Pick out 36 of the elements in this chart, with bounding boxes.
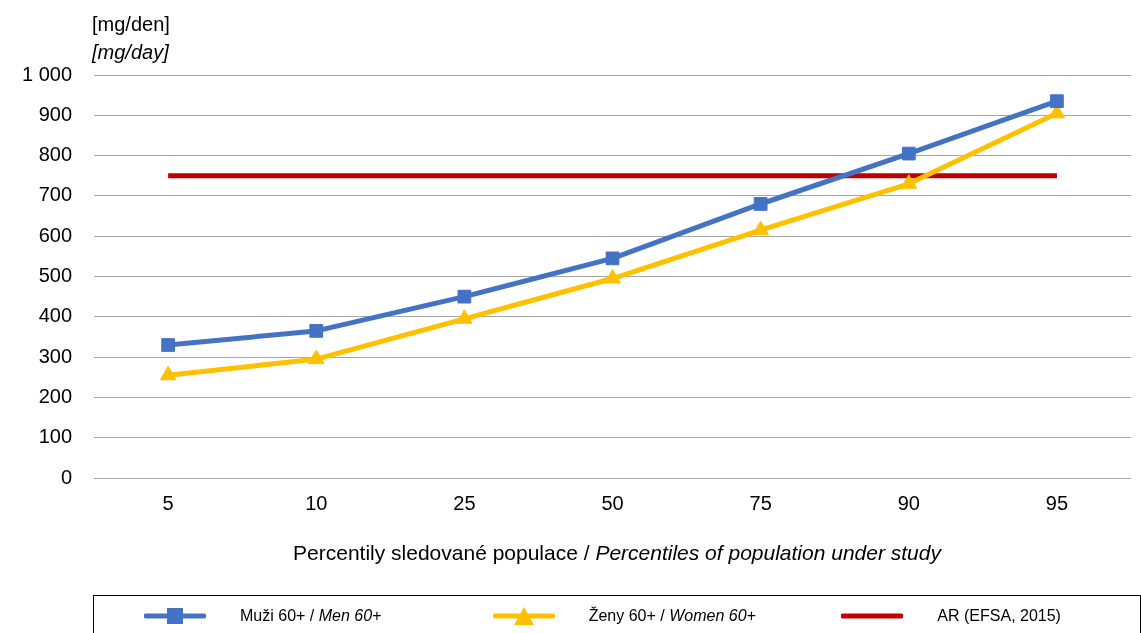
point bbox=[307, 349, 325, 365]
y-tick-label: 900 bbox=[38, 102, 73, 125]
point bbox=[604, 269, 621, 284]
y-tick-label: 500 bbox=[38, 264, 73, 287]
x-tick-label: 90 bbox=[897, 491, 920, 514]
point bbox=[605, 251, 620, 266]
x-tick-label: 95 bbox=[1045, 491, 1069, 514]
y-tick-label: 100 bbox=[38, 425, 73, 448]
point bbox=[753, 197, 768, 211]
y-tick-label: 300 bbox=[38, 344, 73, 367]
legend-label: Ženy 60+ / Women 60+ bbox=[588, 607, 756, 625]
point bbox=[159, 365, 177, 381]
legend-label: AR (EFSA, 2015) bbox=[937, 607, 1061, 625]
y-tick-label: 700 bbox=[38, 183, 73, 206]
x-tick-label: 5 bbox=[162, 491, 174, 514]
y-tick-label: 400 bbox=[38, 304, 73, 327]
y-tick-label: 1 000 bbox=[21, 62, 73, 85]
point bbox=[161, 338, 175, 352]
y-axis-title: [mg/den] [mg/day] bbox=[92, 12, 170, 63]
x-axis-title: Percentily sledované populace / Percentiles of population under study bbox=[293, 541, 941, 564]
y-tick-label: 0 bbox=[60, 465, 73, 488]
y-tick-label: 800 bbox=[38, 143, 73, 166]
y-tick-label: 600 bbox=[38, 223, 73, 246]
x-tick-label: 75 bbox=[749, 491, 772, 514]
x-tick-label: 10 bbox=[305, 491, 328, 514]
point bbox=[309, 324, 324, 338]
point bbox=[752, 220, 769, 236]
point bbox=[901, 146, 916, 161]
point bbox=[1050, 94, 1064, 109]
y-tick-label: 200 bbox=[38, 384, 73, 407]
point bbox=[456, 309, 473, 324]
legend-label: Muži 60+ / Men 60+ bbox=[240, 607, 382, 625]
x-tick-label: 50 bbox=[601, 491, 624, 514]
point bbox=[457, 289, 472, 304]
x-tick-label: 25 bbox=[453, 491, 476, 514]
point bbox=[900, 174, 918, 189]
